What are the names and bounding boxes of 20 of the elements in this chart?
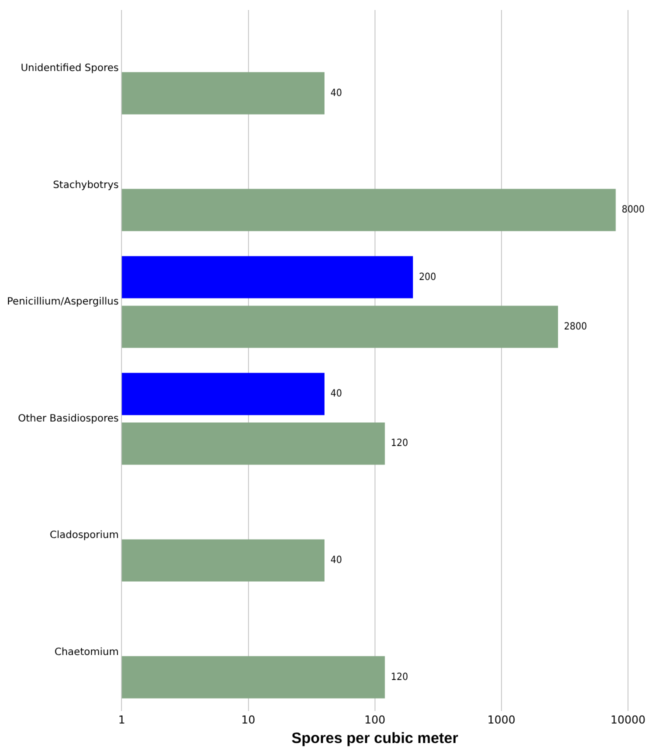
data-label: 40 — [330, 388, 342, 400]
data-label: 120 — [390, 438, 408, 450]
y-tick-label: Penicillium/Aspergillus — [7, 296, 119, 308]
x-axis-title: Spores per cubic meter — [291, 730, 458, 748]
y-tick-label: Unidentified Spores — [20, 62, 119, 74]
x-tick-label: 100 — [364, 713, 386, 726]
y-tick-label: Other Basidiospores — [18, 413, 119, 424]
data-label: 40 — [330, 88, 342, 99]
data-label: 40 — [330, 555, 342, 566]
x-tick-label: 1 — [118, 713, 126, 726]
data-label: 120 — [390, 672, 408, 683]
x-tick-label: 10000 — [610, 713, 646, 726]
y-tick-label: Chaetomium — [54, 646, 119, 658]
y-tick-label: Stachybotrys — [52, 180, 119, 191]
y-tick-label: Cladosporium — [50, 530, 119, 542]
data-label: 8000 — [622, 204, 645, 216]
data-label: 2800 — [564, 321, 588, 332]
data-label: 200 — [418, 272, 436, 283]
x-tick-label: 10 — [241, 713, 256, 726]
x-tick-label: 1000 — [487, 713, 516, 726]
